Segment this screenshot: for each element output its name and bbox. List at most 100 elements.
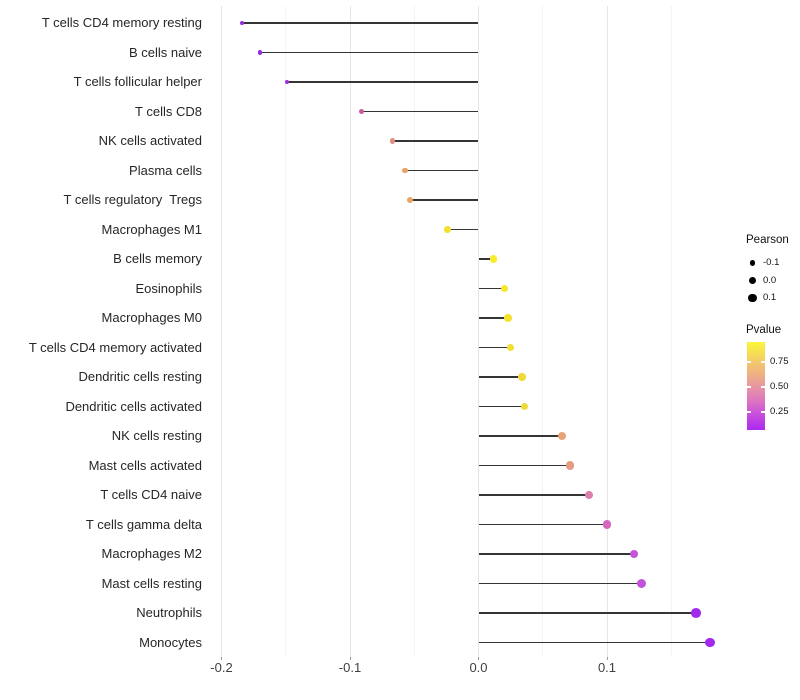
colorbar-tick [747, 411, 751, 413]
lollipop-stem [410, 199, 479, 201]
colorbar-tick [761, 411, 765, 413]
lollipop-stem [478, 346, 511, 349]
size-legend-dot [749, 260, 756, 266]
gridline-major [221, 6, 222, 657]
category-label: T cells regulatory Tregs [63, 192, 202, 207]
lollipop-dot [490, 255, 498, 263]
x-axis-tick [349, 657, 351, 660]
gridline-major [606, 6, 608, 657]
lollipop-stem [260, 51, 479, 54]
lollipop-stem [242, 22, 479, 24]
lollipop-stem [478, 523, 607, 526]
lollipop-stem [478, 376, 523, 378]
lollipop-dot [602, 520, 612, 529]
lollipop-dot [584, 490, 594, 500]
lollipop-stem [478, 464, 570, 467]
colorbar-tick [761, 361, 765, 363]
lollipop-dot [506, 343, 515, 352]
lollipop-dot [565, 461, 574, 470]
category-label: T cells CD4 memory activated [28, 339, 202, 355]
lollipop-stem [405, 169, 479, 172]
gridline-major [349, 6, 351, 657]
size-legend-dot [749, 277, 756, 284]
category-label: B cells memory [113, 251, 202, 266]
lollipop-dot [518, 373, 526, 381]
x-tick-label: 0.1 [597, 660, 617, 675]
lollipop-dot [444, 226, 451, 233]
colorbar-tick-label: 0.75 [770, 356, 789, 367]
legend-title-pearson: Pearson [746, 234, 789, 246]
category-label: Neutrophils [136, 605, 202, 620]
category-label: Monocytes [139, 634, 202, 650]
lollipop-dot [704, 637, 715, 648]
lollipop-dot [558, 432, 566, 440]
lollipop-dot [358, 108, 365, 115]
category-label: Plasma cells [129, 162, 202, 178]
size-legend-label: 0.1 [763, 292, 777, 303]
colorbar-tick-label: 0.50 [770, 381, 789, 392]
lollipop-dot [240, 21, 244, 25]
gridline-minor [542, 6, 544, 657]
lollipop-stem [447, 228, 479, 231]
lollipop-stem [478, 435, 563, 437]
lollipop-dot [629, 549, 639, 559]
gridline-minor [670, 6, 672, 657]
category-label: Macrophages M0 [101, 310, 202, 325]
colorbar-tick [747, 361, 751, 363]
lollipop-dot [407, 196, 414, 203]
category-label: T cells follicular helper [73, 74, 202, 89]
lollipop-stem [478, 287, 505, 290]
category-label: Mast cells resting [101, 575, 202, 591]
category-label: Mast cells activated [88, 457, 202, 473]
x-axis-tick [221, 657, 222, 660]
lollipop-stem [478, 612, 696, 614]
size-legend-label: -0.1 [763, 257, 780, 268]
size-legend-dot [748, 293, 757, 303]
lollipop-stem [287, 81, 479, 83]
category-label: Dendritic cells resting [78, 369, 202, 384]
lollipop-dot [521, 402, 529, 411]
lollipop-dot [389, 138, 396, 144]
x-tick-label: 0.0 [469, 660, 488, 675]
lollipop-dot [284, 79, 290, 85]
category-label: T cells gamma delta [85, 516, 202, 532]
size-legend-label: 0.0 [763, 274, 777, 286]
lollipop-dot [500, 284, 508, 293]
colorbar-tick [747, 386, 751, 388]
legend-title-pvalue: Pvalue [746, 324, 782, 336]
gridline-minor [285, 6, 287, 657]
lollipop-dot [504, 314, 512, 322]
x-tick-label: -0.1 [338, 660, 362, 675]
category-label: T cells CD8 [135, 103, 202, 119]
category-label: NK cells activated [98, 133, 202, 148]
category-label: Macrophages M2 [101, 546, 202, 561]
lollipop-dot [402, 167, 409, 174]
lollipop-stem [361, 110, 479, 113]
lollipop-stem [478, 582, 642, 585]
category-label: Macrophages M1 [101, 221, 202, 237]
lollipop-stem [392, 140, 479, 142]
x-tick-label: -0.2 [210, 660, 233, 675]
colorbar-tick-label: 0.25 [770, 406, 789, 417]
x-axis-tick [606, 657, 608, 660]
gridline-major [478, 6, 479, 657]
lollipop-dot [690, 608, 701, 618]
category-label: NK cells resting [111, 428, 202, 443]
category-label: B cells naive [129, 44, 202, 60]
category-label: Dendritic cells activated [65, 398, 202, 414]
lollipop-stem [478, 317, 509, 319]
category-label: T cells CD4 memory resting [41, 15, 202, 30]
gridline-minor [413, 6, 415, 657]
lollipop-stem [478, 553, 634, 555]
category-label: Eosinophils [135, 280, 203, 296]
category-label: T cells CD4 naive [100, 487, 202, 502]
lollipop-dot [637, 579, 647, 588]
pvalue-colorbar [747, 342, 765, 430]
lollipop-stem [478, 641, 710, 644]
lollipop-stem [478, 494, 589, 496]
colorbar-tick [761, 386, 765, 388]
lollipop-stem [478, 405, 525, 408]
lollipop-dot [258, 50, 263, 55]
lollipop-stem [478, 258, 494, 260]
